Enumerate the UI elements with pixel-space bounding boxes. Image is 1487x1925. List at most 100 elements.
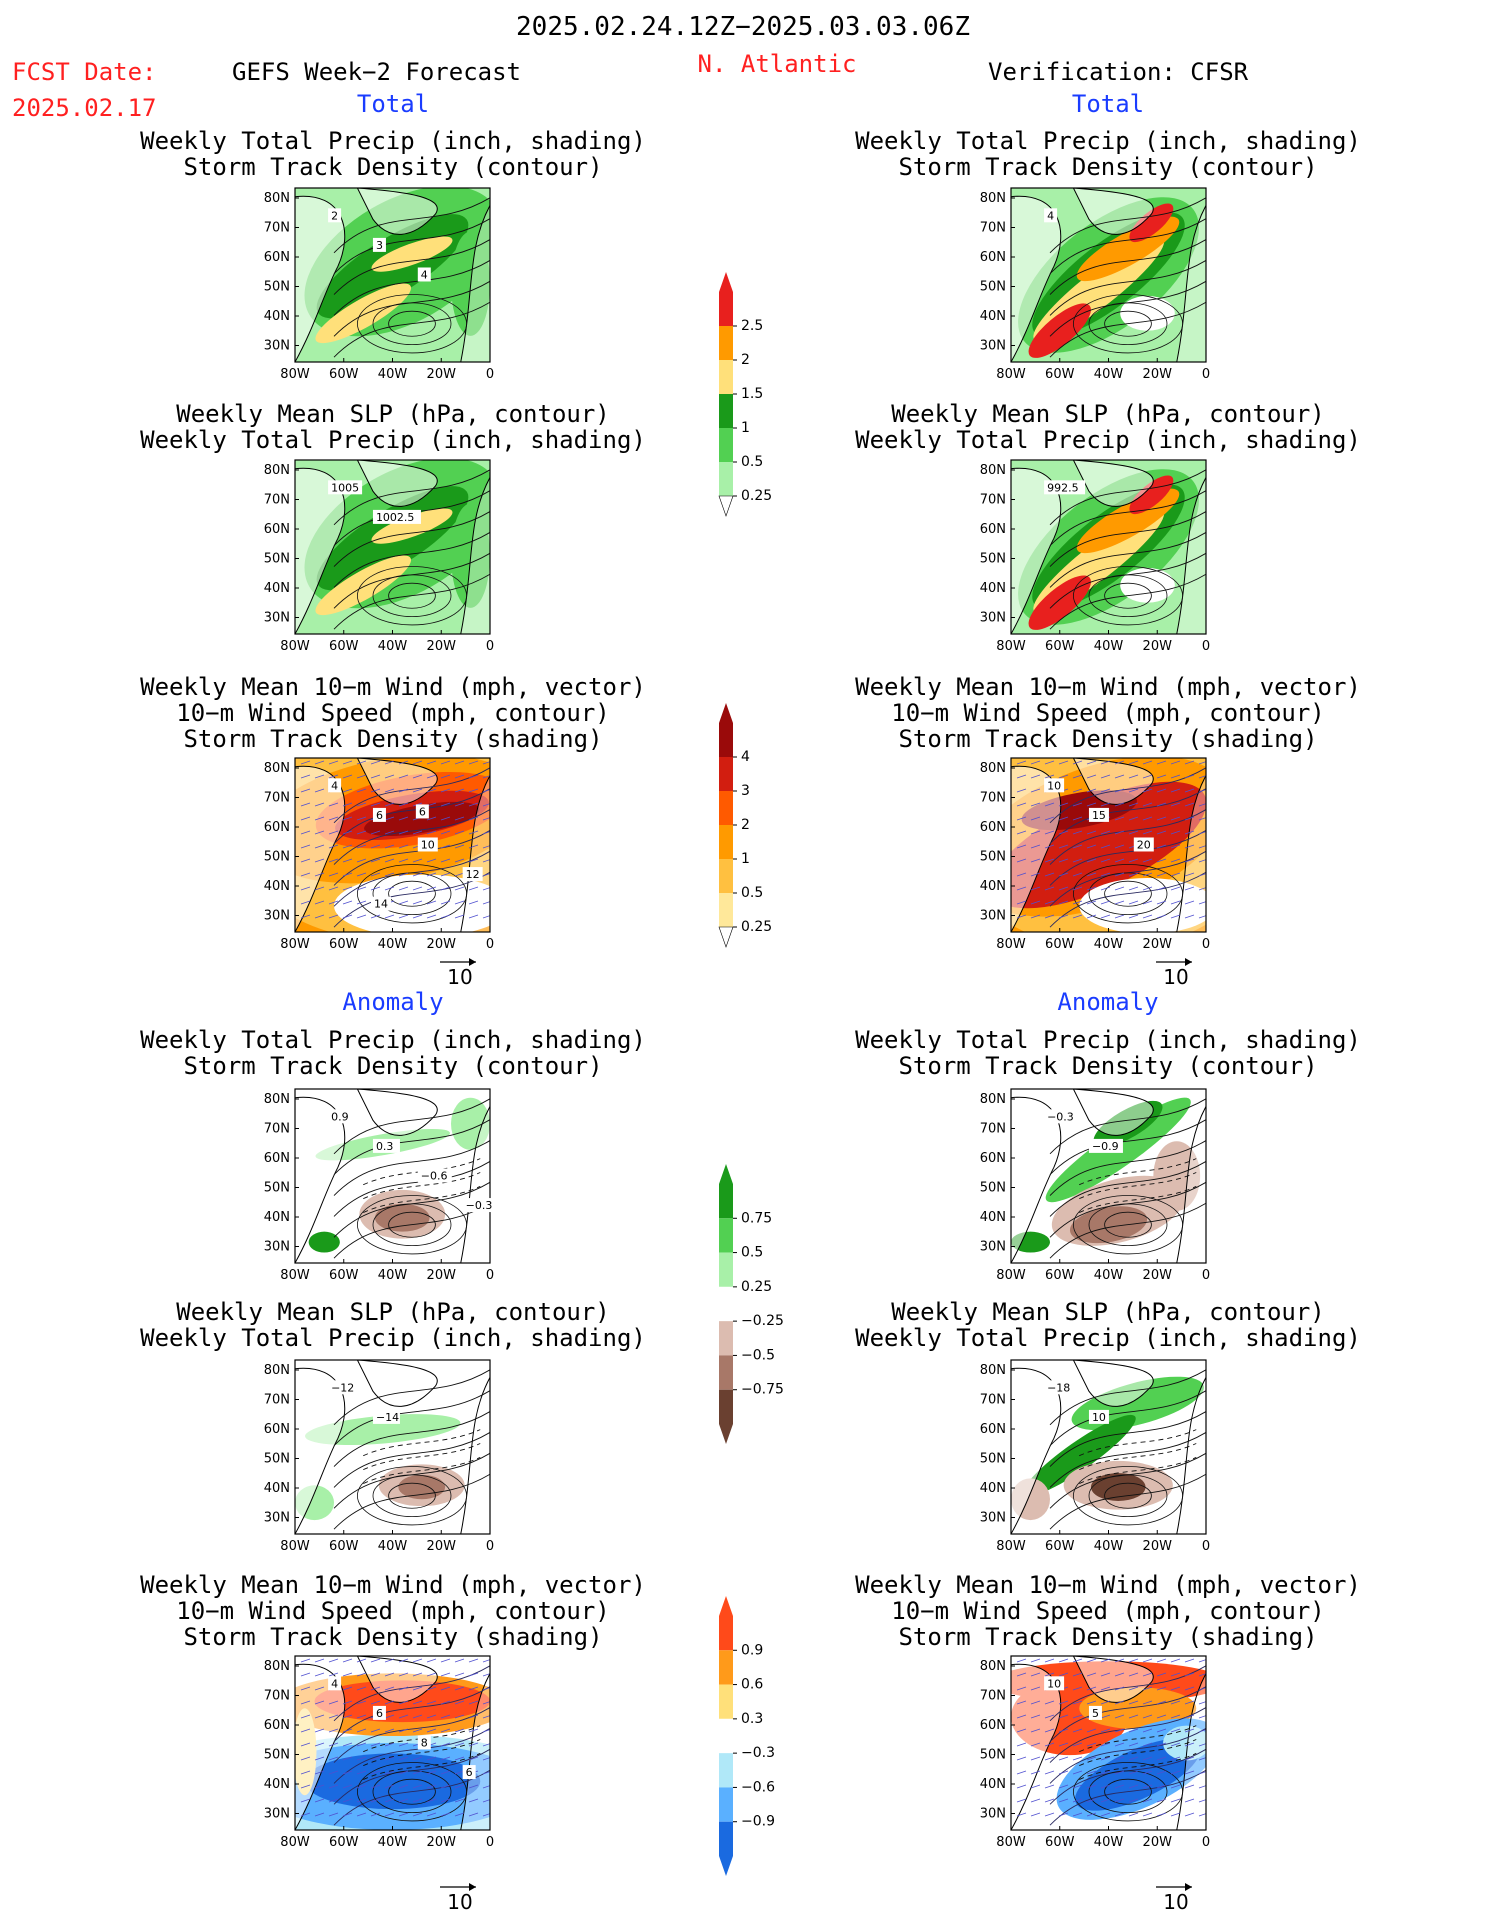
wind-vector (1030, 1798, 1041, 1803)
wind-vector (1114, 1658, 1125, 1663)
contour-line (333, 532, 490, 588)
wind-vector (370, 872, 381, 877)
wind-vector (1030, 1770, 1041, 1775)
wind-vector (328, 1798, 339, 1803)
contour-line (1079, 1443, 1197, 1471)
wind-vector (300, 844, 311, 849)
wind-vector (1198, 761, 1206, 765)
wind-vector (1016, 1742, 1027, 1747)
wind-vector (1170, 816, 1181, 821)
lat-tick-label: 60N (980, 522, 1006, 537)
wind-vector (1030, 1784, 1041, 1789)
wind-vector (1086, 802, 1097, 807)
lat-tick-label: 30N (980, 1511, 1006, 1526)
panel-title-line: Storm Track Density (contour) (183, 1052, 603, 1080)
wind-vector (1128, 774, 1139, 779)
svg-text:12: 12 (466, 868, 480, 881)
colorbar-label: 0.3 (741, 1711, 763, 1727)
panel-title-line: Weekly Total Precip (inch, shading) (140, 1324, 646, 1352)
wind-vector (482, 859, 490, 863)
lat-tick-label: 70N (980, 1689, 1006, 1704)
svg-text:6: 6 (376, 1707, 383, 1720)
wind-vector (1156, 844, 1167, 849)
lon-tick-label: 80W (996, 937, 1026, 952)
lat-tick-label: 50N (264, 850, 290, 865)
wind-vector (1184, 1700, 1195, 1705)
wind-vector (1128, 760, 1139, 765)
lat-tick-label: 30N (980, 1240, 1006, 1255)
panel-title-line: Storm Track Density (shading) (183, 1623, 603, 1651)
wind-vector (398, 914, 409, 919)
wind-vector (342, 900, 353, 905)
contour-line (333, 1369, 490, 1426)
svg-text:−0.3: −0.3 (466, 1199, 493, 1212)
svg-text:−0.6: −0.6 (421, 1169, 448, 1182)
wind-vector (1184, 1686, 1195, 1691)
panel-title-line: 10−m Wind Speed (mph, contour) (176, 699, 610, 727)
wind-vector (356, 1784, 367, 1789)
contour-line (333, 573, 490, 630)
greenland-coast (1072, 460, 1154, 507)
shading-region (1075, 1737, 1201, 1811)
map-panel: −0.3 −0.9 80N 70N 60N 50N 40N 30N 80W 60W 40W 20W 0 (980, 1088, 1210, 1283)
wind-vector (1016, 830, 1027, 835)
wind-vector (328, 1672, 339, 1677)
lat-tick-label: 40N (980, 1777, 1006, 1792)
wind-vector (1100, 1700, 1111, 1705)
wind-vector (1198, 873, 1206, 877)
colorbar-swatch (719, 1321, 733, 1356)
wind-vector (370, 760, 381, 765)
wind-vector (468, 1756, 479, 1761)
map-panel: 4 80N 70N 60N 50N 40N 30N 80W 60W 40W 20W 0 (980, 187, 1210, 382)
contour-line (1088, 872, 1168, 915)
wind-vector (342, 1658, 353, 1663)
wind-vector (1086, 858, 1097, 863)
wind-vector (370, 914, 381, 919)
contour-line (333, 218, 490, 274)
svg-text:6: 6 (376, 809, 383, 822)
wind-vector (440, 1728, 451, 1733)
wind-vector (384, 816, 395, 821)
contour-label: 10 (1044, 778, 1065, 793)
wind-vector (454, 788, 465, 793)
lon-tick-label: 0 (486, 1539, 494, 1554)
wind-vector (1030, 1672, 1041, 1677)
contour-line (1049, 469, 1206, 526)
svg-text:992.5: 992.5 (1047, 481, 1079, 494)
wind-vector (1198, 1785, 1206, 1789)
wind-vector (412, 830, 423, 835)
contour-line (1073, 566, 1184, 626)
colorbar-swatch (719, 1787, 733, 1822)
wind-vector (1156, 886, 1167, 891)
wind-vector (314, 760, 325, 765)
wind-vector (342, 1714, 353, 1719)
wind-vector (300, 1770, 311, 1775)
wind-vector (1142, 830, 1153, 835)
lat-tick-label: 70N (980, 1393, 1006, 1408)
panel-title-line: Weekly Mean 10−m Wind (mph, vector) (855, 1571, 1361, 1599)
contour-line (1049, 1119, 1206, 1175)
wind-vector (1072, 900, 1083, 905)
panel-title-line: Storm Track Density (contour) (183, 153, 603, 181)
lat-tick-label: 50N (264, 552, 290, 567)
vector-reference: 10 (440, 1883, 476, 1914)
wind-vector (1184, 1714, 1195, 1719)
wind-vector (1128, 1700, 1139, 1705)
wind-vector (1184, 914, 1195, 919)
contour-line (388, 880, 436, 907)
wind-vector (300, 900, 311, 905)
wind-vector (384, 1770, 395, 1775)
wind-vector (468, 1728, 479, 1733)
wind-vector (1114, 802, 1125, 807)
wind-vector (1198, 915, 1206, 919)
wind-vector (1044, 816, 1055, 821)
map-panel: 10 5 80N 70N 60N 50N 40N 30N 80W 60W 40W 20W 0 (980, 1655, 1210, 1850)
wind-vector (1058, 1812, 1069, 1817)
lat-tick-label: 70N (264, 1393, 290, 1408)
wind-vector (1156, 1812, 1167, 1817)
wind-vector (1184, 1756, 1195, 1761)
vector-reference-label: 10 (447, 965, 472, 989)
wind-vector (440, 844, 451, 849)
lat-tick-label: 80N (980, 463, 1006, 478)
wind-vector (1128, 830, 1139, 835)
